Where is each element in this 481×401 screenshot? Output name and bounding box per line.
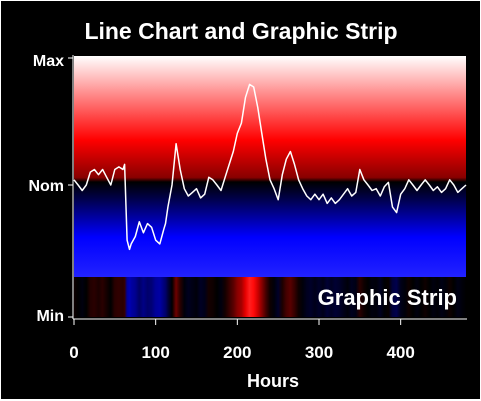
x-tick-label-100: 100 (141, 343, 169, 362)
plot-background (74, 56, 466, 277)
x-tick-label-200: 200 (223, 343, 251, 362)
chart-title: Line Chart and Graphic Strip (84, 18, 397, 44)
x-axis-ticks: 0 100 200 300 400 (69, 319, 415, 362)
y-tick-label-nom: Nom (28, 178, 64, 195)
y-tick-label-min: Min (36, 308, 64, 325)
x-tick-label-0: 0 (69, 343, 78, 362)
y-tick-label-max: Max (33, 53, 64, 70)
x-axis-label: Hours (247, 371, 299, 391)
strip-label: Graphic Strip (318, 285, 457, 310)
x-tick-label-400: 400 (386, 343, 414, 362)
x-tick-label-300: 300 (305, 343, 333, 362)
series-line (73, 83, 467, 251)
graphic-strip (74, 277, 466, 317)
